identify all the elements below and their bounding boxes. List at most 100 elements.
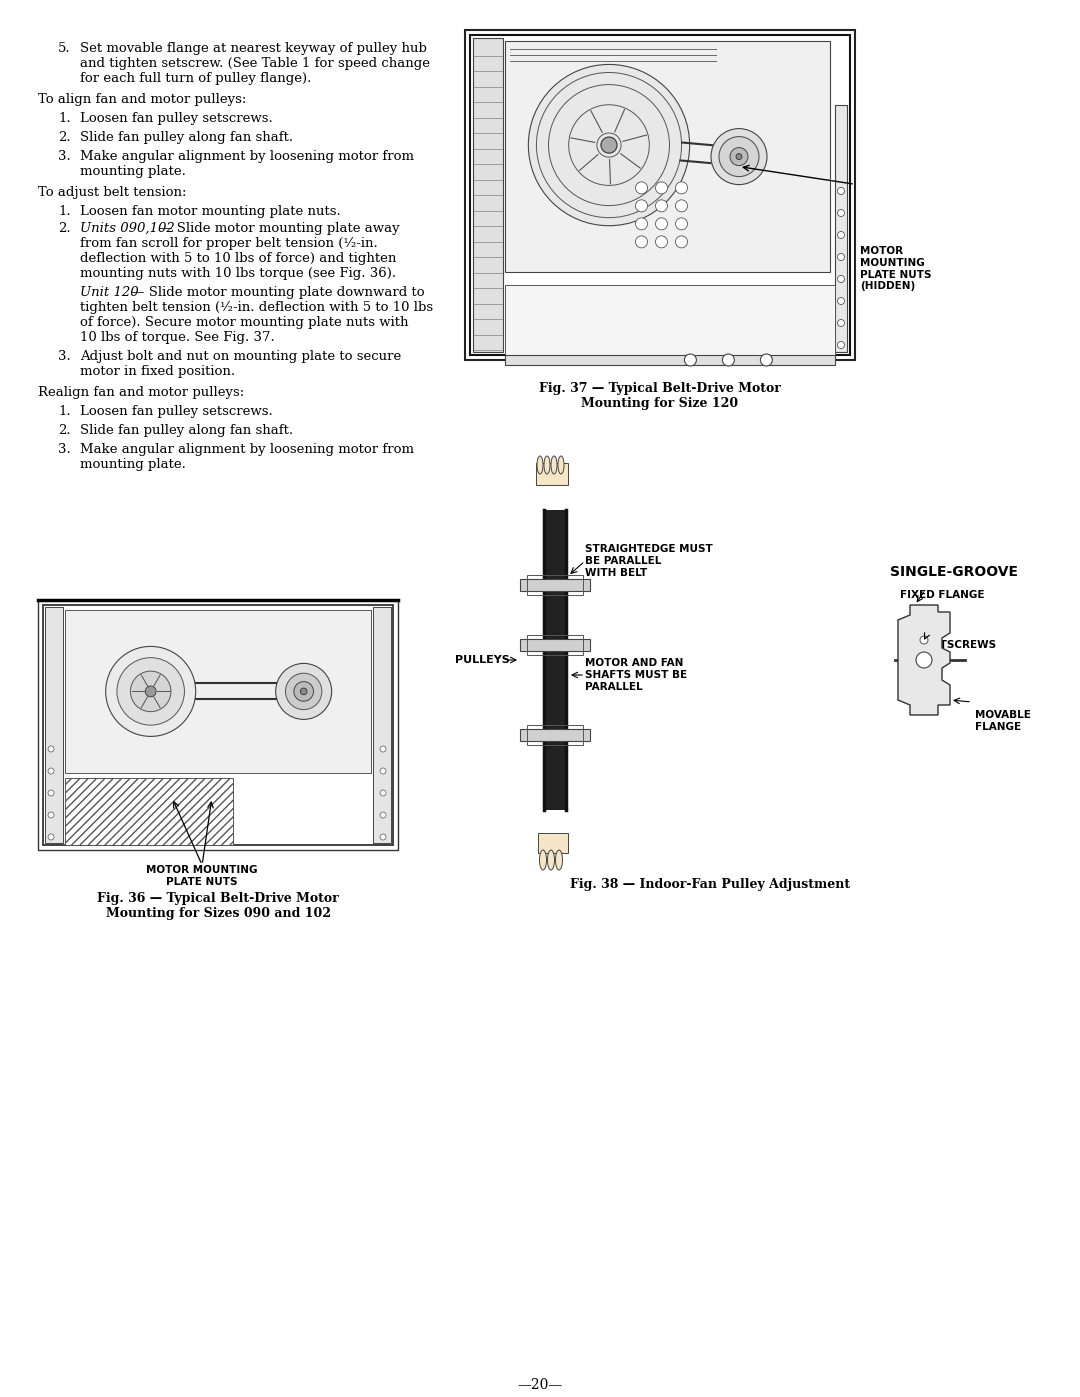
Text: SINGLE-GROOVE: SINGLE-GROOVE [890, 564, 1018, 578]
Circle shape [656, 236, 667, 247]
Text: tighten belt tension (¹⁄₂-in. deflection with 5 to 10 lbs: tighten belt tension (¹⁄₂-in. deflection… [80, 300, 433, 314]
Bar [527, 725, 583, 745]
Text: 2.: 2. [58, 425, 70, 437]
Text: and tighten setscrew. (See Table 1 for speed change: and tighten setscrew. (See Table 1 for s… [80, 57, 430, 70]
Text: 2.: 2. [58, 222, 70, 235]
Text: Fig. 38 — Indoor-Fan Pulley Adjustment: Fig. 38 — Indoor-Fan Pulley Adjustment [570, 877, 850, 891]
Circle shape [837, 210, 845, 217]
Text: Fig. 37 — Typical Belt-Drive Motor
Mounting for Size 120: Fig. 37 — Typical Belt-Drive Motor Mount… [539, 381, 781, 409]
Circle shape [837, 341, 845, 348]
Circle shape [131, 671, 171, 711]
Polygon shape [897, 605, 950, 715]
Circle shape [735, 154, 742, 159]
Text: 10 lbs of torque. See Fig. 37.: 10 lbs of torque. See Fig. 37. [80, 331, 274, 344]
Bar [519, 729, 590, 740]
Ellipse shape [544, 455, 550, 474]
Circle shape [675, 236, 688, 247]
Bar [538, 833, 568, 854]
Bar [43, 605, 393, 845]
Circle shape [837, 253, 845, 260]
Ellipse shape [540, 849, 546, 870]
Circle shape [380, 834, 386, 840]
Text: 1.: 1. [58, 112, 70, 124]
Text: Make angular alignment by loosening motor from: Make angular alignment by loosening moto… [80, 443, 414, 455]
Text: MOTOR AND FAN
SHAFTS MUST BE
PARALLEL: MOTOR AND FAN SHAFTS MUST BE PARALLEL [585, 658, 687, 692]
Text: mounting plate.: mounting plate. [80, 458, 186, 471]
Ellipse shape [537, 455, 543, 474]
Text: Realign fan and motor pulleys:: Realign fan and motor pulleys: [38, 386, 244, 400]
Text: mounting nuts with 10 lbs torque (see Fig. 36).: mounting nuts with 10 lbs torque (see Fi… [80, 267, 396, 279]
Bar [519, 638, 590, 651]
Circle shape [380, 789, 386, 796]
Text: Fig. 36 — Typical Belt-Drive Motor
Mounting for Sizes 090 and 102: Fig. 36 — Typical Belt-Drive Motor Mount… [97, 893, 339, 921]
Circle shape [760, 353, 772, 366]
Text: deflection with 5 to 10 lbs of force) and tighten: deflection with 5 to 10 lbs of force) an… [80, 251, 396, 265]
Circle shape [837, 320, 845, 327]
Circle shape [837, 232, 845, 239]
Circle shape [380, 768, 386, 774]
Text: MOVABLE
FLANGE: MOVABLE FLANGE [975, 710, 1031, 732]
Text: 3.: 3. [58, 351, 71, 363]
Text: PULLEYS: PULLEYS [455, 655, 510, 665]
Circle shape [380, 812, 386, 819]
Text: Loosen fan pulley setscrews.: Loosen fan pulley setscrews. [80, 112, 273, 124]
Circle shape [656, 218, 667, 231]
Circle shape [723, 353, 734, 366]
Bar [519, 578, 590, 591]
Text: mounting plate.: mounting plate. [80, 165, 186, 177]
Text: STRAIGHTEDGE MUST
BE PARALLEL
WITH BELT: STRAIGHTEDGE MUST BE PARALLEL WITH BELT [585, 545, 713, 577]
Circle shape [675, 218, 688, 231]
Bar [65, 778, 233, 845]
Bar [835, 105, 847, 352]
Text: Set movable flange at nearest keyway of pulley hub: Set movable flange at nearest keyway of … [80, 42, 427, 54]
Text: — Slide motor mounting plate downward to: — Slide motor mounting plate downward to [127, 286, 424, 299]
Circle shape [837, 298, 845, 305]
Text: —20—: —20— [517, 1377, 563, 1391]
Text: 1.: 1. [58, 205, 70, 218]
Bar [465, 29, 855, 360]
Text: MOTOR
MOUNTING
PLATE NUTS
(HIDDEN): MOTOR MOUNTING PLATE NUTS (HIDDEN) [860, 246, 931, 291]
Circle shape [48, 812, 54, 819]
Text: Slide fan pulley along fan shaft.: Slide fan pulley along fan shaft. [80, 131, 293, 144]
Text: of force). Secure motor mounting plate nuts with: of force). Secure motor mounting plate n… [80, 316, 408, 330]
Circle shape [294, 682, 313, 701]
Circle shape [730, 148, 748, 166]
Text: To align fan and motor pulleys:: To align fan and motor pulleys: [38, 94, 246, 106]
Bar [527, 576, 583, 595]
Circle shape [146, 686, 157, 697]
Circle shape [675, 200, 688, 212]
Circle shape [675, 182, 688, 194]
Text: Units 090,102: Units 090,102 [80, 222, 175, 235]
Bar [373, 608, 391, 842]
Bar [505, 42, 831, 272]
Ellipse shape [558, 455, 564, 474]
Circle shape [635, 218, 648, 231]
Text: Make angular alignment by loosening motor from: Make angular alignment by loosening moto… [80, 149, 414, 163]
Text: Adjust bolt and nut on mounting plate to secure: Adjust bolt and nut on mounting plate to… [80, 351, 402, 363]
Circle shape [48, 746, 54, 752]
Text: motor in fixed position.: motor in fixed position. [80, 365, 235, 379]
Text: MOTOR MOUNTING
PLATE NUTS: MOTOR MOUNTING PLATE NUTS [147, 865, 258, 887]
Bar [65, 610, 372, 773]
Circle shape [635, 200, 648, 212]
Text: 3.: 3. [58, 149, 71, 163]
Circle shape [837, 187, 845, 194]
Circle shape [48, 768, 54, 774]
Bar [473, 38, 503, 352]
Bar [470, 35, 850, 355]
Circle shape [711, 129, 767, 184]
Text: 3.: 3. [58, 443, 71, 455]
Text: for each full turn of pulley flange).: for each full turn of pulley flange). [80, 73, 311, 85]
Text: FIXED FLANGE: FIXED FLANGE [900, 590, 985, 599]
Bar [45, 608, 63, 842]
Text: Unit 120: Unit 120 [80, 286, 138, 299]
Circle shape [837, 275, 845, 282]
Bar [536, 462, 568, 485]
Circle shape [920, 636, 928, 644]
Text: SETSCREWS: SETSCREWS [924, 640, 996, 650]
Ellipse shape [555, 849, 563, 870]
Circle shape [635, 182, 648, 194]
Circle shape [528, 64, 690, 226]
Circle shape [106, 647, 195, 736]
Ellipse shape [548, 849, 554, 870]
